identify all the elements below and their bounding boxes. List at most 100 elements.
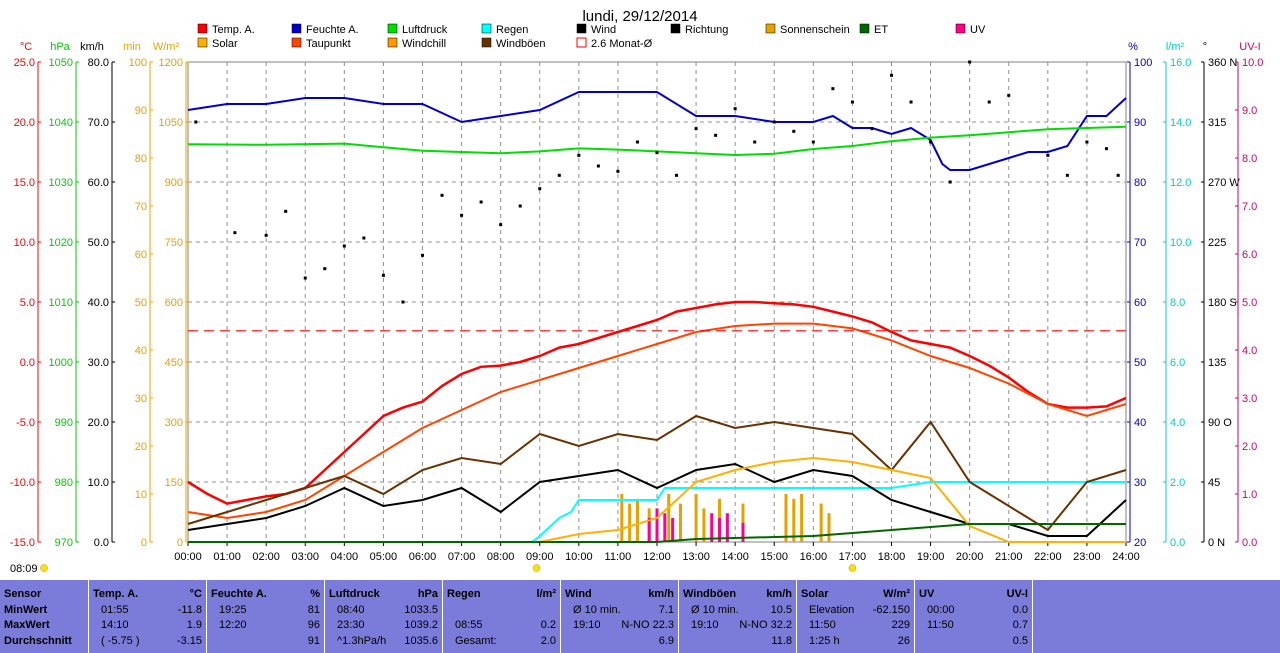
stats-column-feuchte-a: Feuchte A.% 19:25 81 12:20 96 91 xyxy=(206,580,324,653)
x-tick-label: 03:00 xyxy=(291,551,319,563)
left-axis-tick-label: 0 xyxy=(141,537,147,549)
right-axis-tick-label: 90 O xyxy=(1208,417,1232,429)
column-title: UV xyxy=(919,588,935,600)
left-axis-tick-label: 1000 xyxy=(49,357,73,369)
legend-label: Taupunkt xyxy=(306,38,351,50)
stats-cell-time: 12:20 xyxy=(219,619,247,631)
row-labels-column: Sensor MinWert MaxWert Durchschnitt xyxy=(0,580,88,653)
right-axis-tick-label: 14.0 xyxy=(1170,117,1191,129)
direction-point xyxy=(968,60,972,64)
legend-swatch xyxy=(387,37,398,48)
uv-bar xyxy=(663,513,667,542)
right-axis-tick-label: 16.0 xyxy=(1170,57,1191,69)
direction-point xyxy=(233,231,237,235)
stats-column-uv: UV UV-I 00:00 0.0 11:50 0.7 0.5 xyxy=(914,580,1032,653)
stats-cell-row: 0.5 xyxy=(919,634,1028,648)
right-axis-tick-label: 30 xyxy=(1134,477,1146,489)
left-axis-tick-label: -15.0 xyxy=(10,537,35,549)
column-unit: km/h xyxy=(766,588,792,600)
stats-cell-value: 0.0 xyxy=(1012,604,1028,616)
direction-point xyxy=(655,151,659,155)
right-axis-unit: l/m² xyxy=(1166,41,1185,53)
direction-point xyxy=(401,300,405,304)
right-axis-tick-label: 4.0 xyxy=(1170,417,1185,429)
right-axis-tick-label: 40 xyxy=(1134,417,1146,429)
x-tick-label: 15:00 xyxy=(760,551,788,563)
direction-point xyxy=(284,209,288,213)
direction-point xyxy=(694,127,698,131)
x-tick-label: 01:00 xyxy=(213,551,241,563)
x-tick-label: 17:00 xyxy=(839,551,867,563)
sun-marker xyxy=(532,564,541,572)
direction-point xyxy=(440,193,444,197)
left-axis-tick-label: 20.0 xyxy=(88,417,109,429)
right-axis-tick-label: 2.0 xyxy=(1242,441,1257,453)
stats-cell-value: 1033.5 xyxy=(404,604,438,616)
left-axis-tick-label: 300 xyxy=(165,417,183,429)
left-axis-tick-label: 0.0 xyxy=(20,357,35,369)
row-label-min: MinWert xyxy=(4,604,48,616)
stats-cell-time: 08:55 xyxy=(455,619,483,631)
stats-cell-value: 96 xyxy=(307,619,320,631)
column-unit: km/h xyxy=(648,588,674,600)
direction-point xyxy=(323,267,327,271)
sunshine-bar xyxy=(667,494,671,542)
direction-point xyxy=(479,200,483,204)
left-axis-tick-label: -10.0 xyxy=(10,477,35,489)
right-axis-tick-label: 8.0 xyxy=(1170,297,1185,309)
direction-point xyxy=(557,173,561,177)
left-axis-tick-label: 0.0 xyxy=(94,537,109,549)
direction-point xyxy=(1116,173,1120,177)
stats-cell-value: 1039.2 xyxy=(404,619,438,631)
left-axis-tick-label: 60.0 xyxy=(88,177,109,189)
direction-point xyxy=(194,120,198,124)
x-tick-label: 08:00 xyxy=(487,551,515,563)
uv-bar xyxy=(718,518,722,542)
series-richtung xyxy=(194,60,1120,304)
stats-cell-time: 23:30 xyxy=(337,619,365,631)
direction-point xyxy=(518,204,522,208)
legend-swatch xyxy=(291,23,302,34)
stats-column-empty xyxy=(1032,580,1280,653)
right-axis-tick-label: 0.0 xyxy=(1170,537,1185,549)
right-axis-tick-label: 180 S xyxy=(1208,297,1237,309)
left-axis-tick-label: -5.0 xyxy=(16,417,35,429)
legend-swatch xyxy=(670,23,681,34)
right-axis-tick-label: 70 xyxy=(1134,237,1146,249)
legend-swatch xyxy=(955,23,966,34)
stats-cell-row: 6.9 xyxy=(565,634,674,648)
stats-cell-value: 26 xyxy=(897,635,910,647)
left-axis-tick-label: 980 xyxy=(55,477,73,489)
stats-cell-value: 2.0 xyxy=(540,635,556,647)
left-axis-tick-label: 15.0 xyxy=(14,177,35,189)
right-axis-tick-label: 8.0 xyxy=(1242,153,1257,165)
stats-cell-time: 01:55 xyxy=(101,604,129,616)
left-axis-tick-label: 1020 xyxy=(49,237,73,249)
legend-label: ET xyxy=(874,24,888,36)
x-tick-label: 20:00 xyxy=(956,551,984,563)
row-label-average: Durchschnitt xyxy=(4,635,72,647)
sunshine-bar xyxy=(792,498,796,542)
stats-cell-row: 1:25 h 26 xyxy=(801,634,910,648)
chart-title: lundi, 29/12/2014 xyxy=(582,8,697,25)
x-tick-label: 10:00 xyxy=(565,551,593,563)
right-axis-tick-label: 3.0 xyxy=(1242,393,1257,405)
right-axis-tick-label: 6.0 xyxy=(1242,249,1257,261)
stats-cell-value: 0.7 xyxy=(1012,619,1028,631)
legend-label: Temp. A. xyxy=(212,24,255,36)
stats-cell-time: Ø 10 min. xyxy=(691,604,739,616)
right-axis-tick-label: 5.0 xyxy=(1242,297,1257,309)
right-axis-tick-label: 9.0 xyxy=(1242,105,1257,117)
x-tick-label: 23:00 xyxy=(1073,551,1101,563)
sunshine-bar xyxy=(620,494,624,542)
column-title: Luftdruck xyxy=(329,588,380,600)
direction-point xyxy=(948,180,952,184)
right-axis-tick-label: 10.0 xyxy=(1242,57,1263,69)
legend-swatch xyxy=(765,23,776,34)
column-header: Feuchte A.% xyxy=(211,587,320,601)
legend-swatch xyxy=(576,23,587,34)
stats-cell-value: 10.5 xyxy=(770,604,792,616)
direction-point xyxy=(264,233,268,237)
stats-cell-value: 6.9 xyxy=(658,635,674,647)
legend-label: Solar xyxy=(212,38,238,50)
